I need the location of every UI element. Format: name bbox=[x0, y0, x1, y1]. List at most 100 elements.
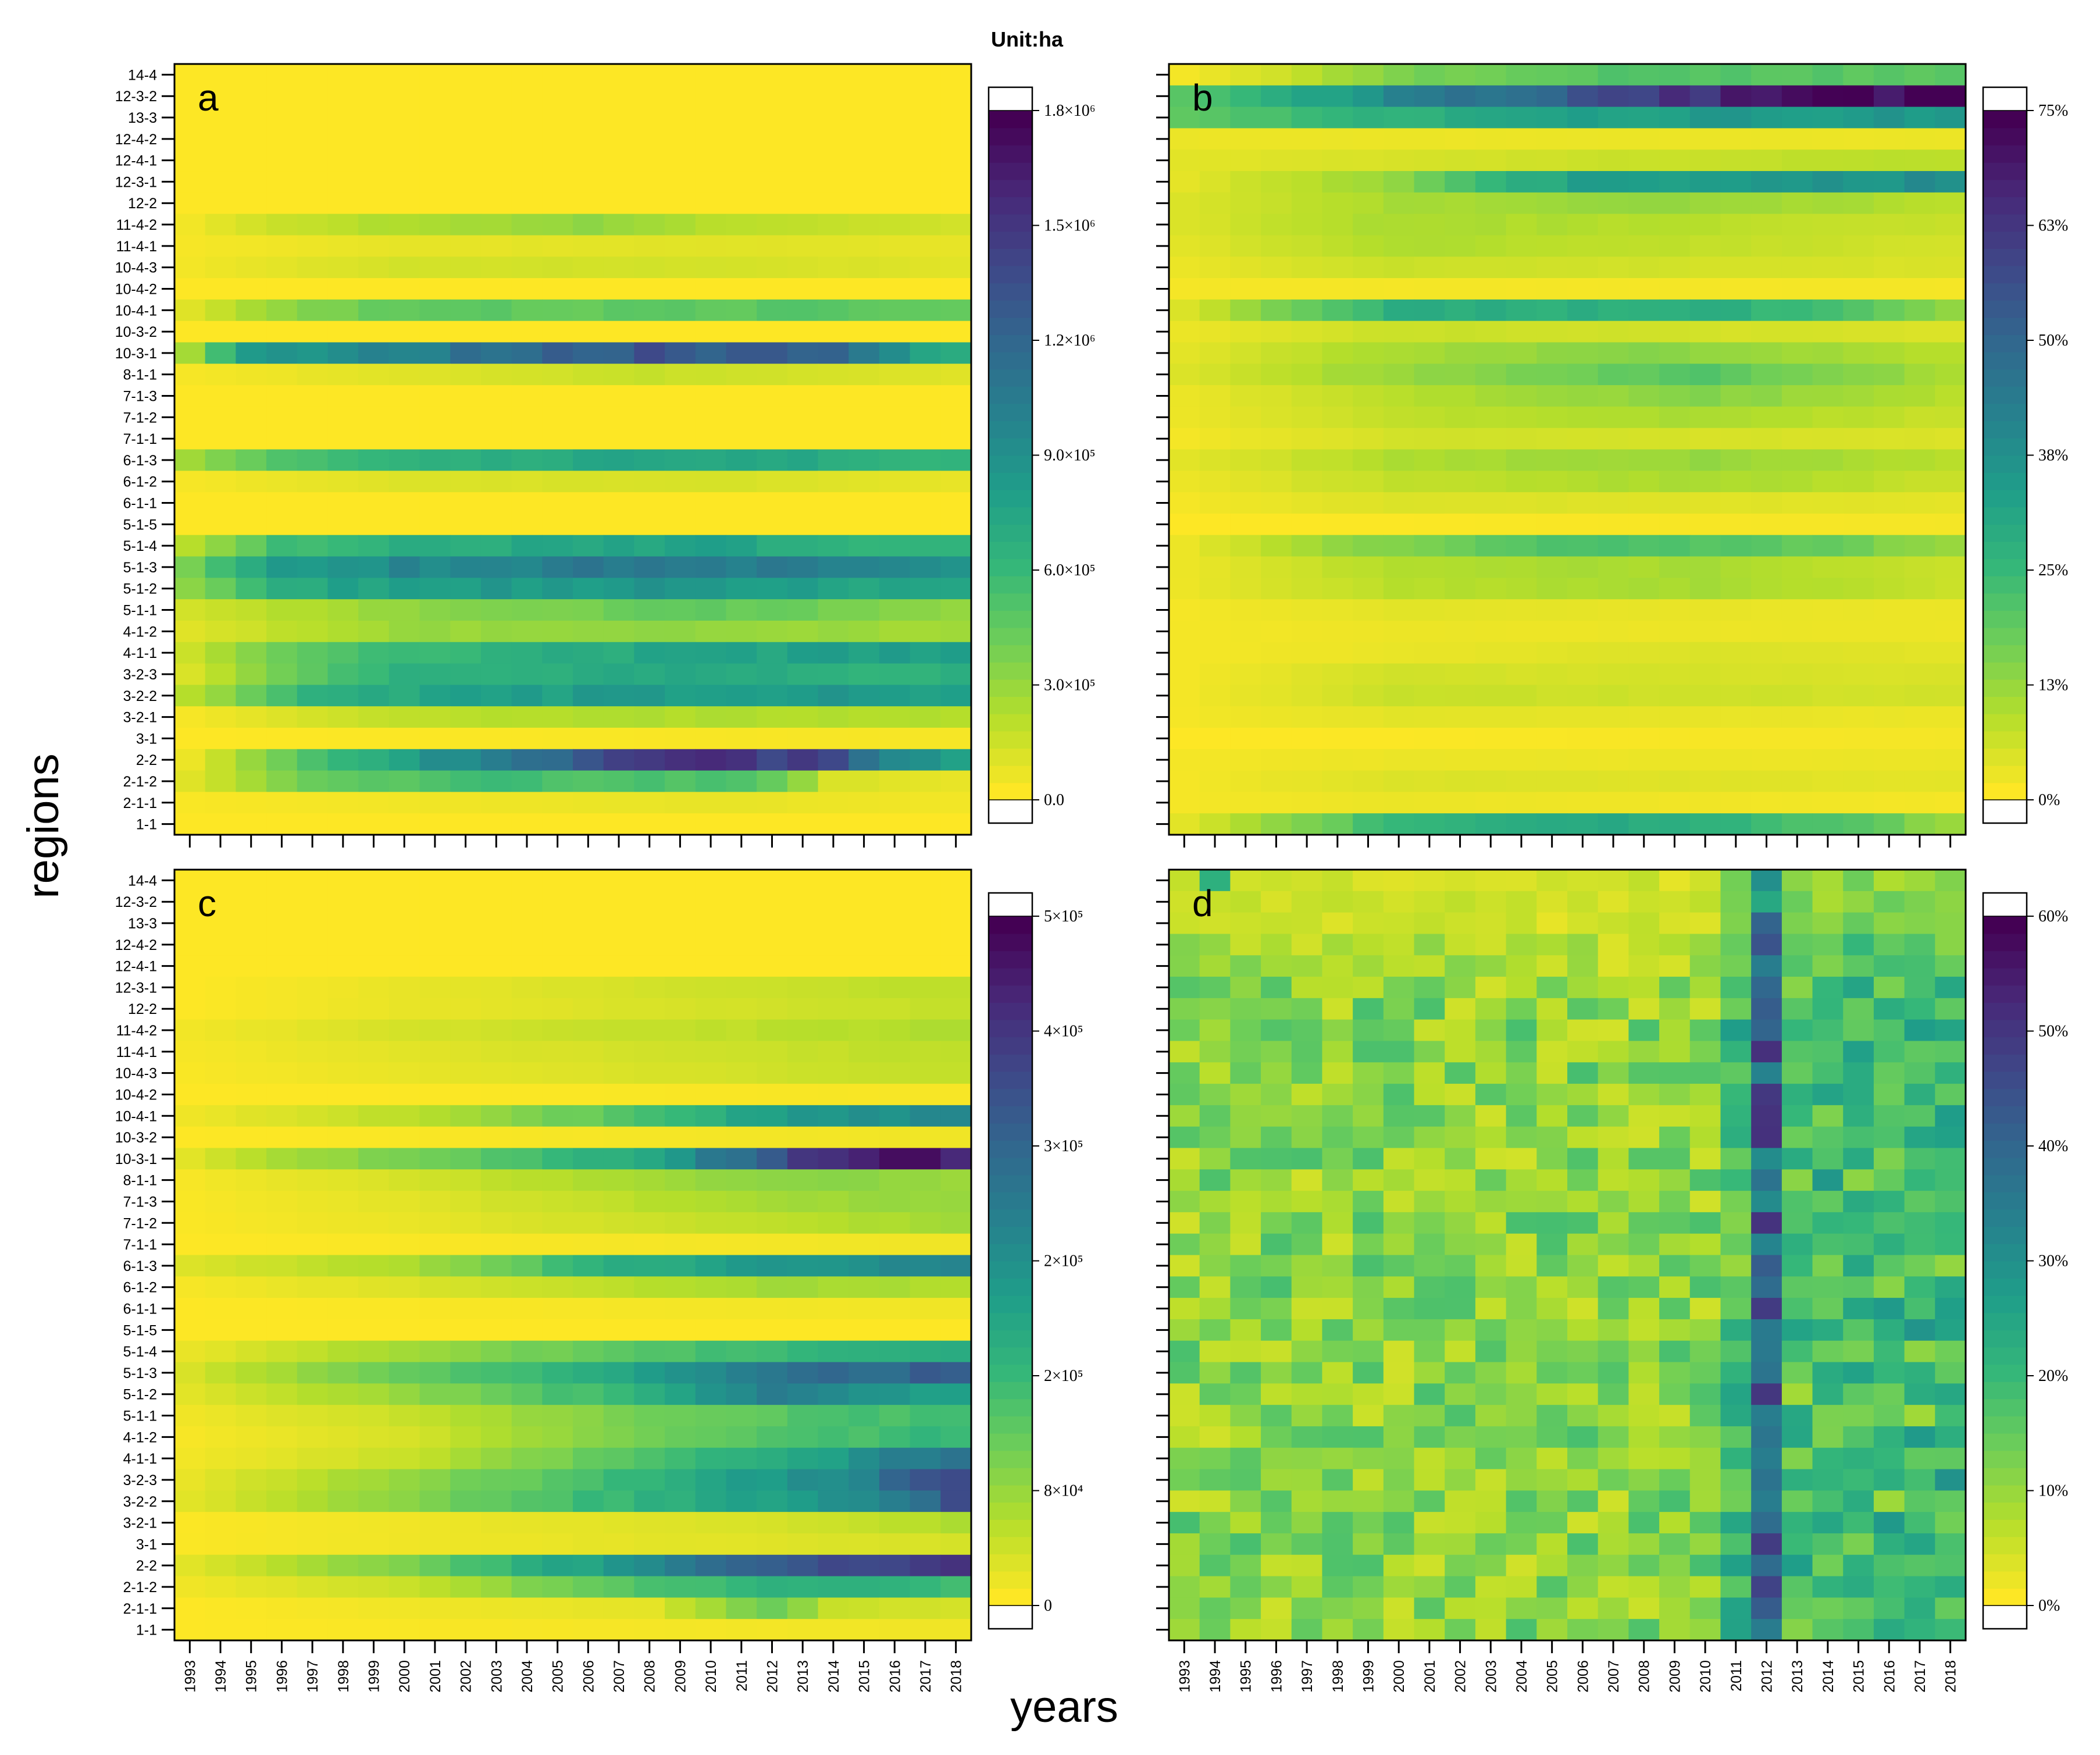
heatmap-cell bbox=[695, 235, 727, 257]
heatmap-cell bbox=[327, 1212, 359, 1234]
heatmap-cell bbox=[634, 1298, 665, 1320]
heatmap-cell bbox=[1781, 1512, 1813, 1534]
heatmap-cell bbox=[1199, 1512, 1231, 1534]
heatmap-cell bbox=[1689, 912, 1721, 935]
heatmap-cell bbox=[1873, 727, 1905, 750]
heatmap-cell bbox=[665, 792, 696, 814]
colorbar-swatch bbox=[989, 696, 1032, 714]
heatmap-cell bbox=[1291, 1597, 1323, 1619]
colorbar-swatch bbox=[1983, 1243, 2027, 1262]
heatmap-cell bbox=[910, 1319, 941, 1341]
heatmap-cell bbox=[542, 770, 573, 792]
plot-frame bbox=[173, 868, 972, 1642]
heatmap-cell bbox=[480, 663, 512, 685]
heatmap-cell bbox=[1169, 1405, 1200, 1427]
heatmap-cell bbox=[665, 342, 696, 364]
heatmap-cell bbox=[757, 192, 788, 215]
heatmap-cell bbox=[818, 934, 849, 956]
heatmap-cell bbox=[818, 663, 849, 685]
heatmap-cell bbox=[1506, 792, 1537, 814]
heatmap-cell bbox=[1843, 513, 1874, 536]
heatmap-cell bbox=[480, 64, 512, 86]
heatmap-cell bbox=[1628, 934, 1660, 956]
heatmap-cell bbox=[450, 406, 482, 429]
heatmap-cell bbox=[818, 1319, 849, 1341]
heatmap-cell bbox=[1689, 599, 1721, 621]
heatmap-cell bbox=[1935, 1298, 1966, 1320]
heatmap-cell bbox=[818, 513, 849, 536]
heatmap-cell bbox=[1475, 1233, 1507, 1256]
heatmap-cell bbox=[1353, 1426, 1384, 1448]
heatmap-cell bbox=[1383, 1148, 1415, 1170]
heatmap-cell bbox=[1904, 1212, 1935, 1234]
heatmap-cell bbox=[910, 406, 941, 429]
heatmap-cell bbox=[1414, 257, 1445, 279]
heatmap-cell bbox=[388, 513, 420, 536]
heatmap-cell bbox=[573, 1041, 604, 1063]
heatmap-cell bbox=[1873, 1533, 1905, 1555]
heatmap-cell bbox=[1598, 770, 1629, 792]
heatmap-cell bbox=[1322, 1319, 1353, 1341]
colorbar-swatch bbox=[1983, 351, 2027, 370]
heatmap-cell bbox=[1261, 1405, 1292, 1427]
heatmap-cell bbox=[1475, 513, 1507, 536]
heatmap-cell bbox=[1199, 535, 1231, 557]
heatmap-cell bbox=[573, 912, 604, 935]
heatmap-cell bbox=[297, 364, 329, 386]
colorbar-swatch bbox=[989, 1174, 1032, 1192]
heatmap-cell bbox=[1383, 727, 1415, 750]
colorbar-swatch bbox=[989, 558, 1032, 576]
heatmap-cell bbox=[695, 1426, 727, 1448]
heatmap-cell bbox=[1873, 620, 1905, 643]
heatmap-cell bbox=[848, 1169, 880, 1191]
heatmap-cell bbox=[1781, 428, 1813, 450]
heatmap-cell bbox=[787, 149, 819, 172]
heatmap-cell bbox=[910, 1233, 941, 1256]
heatmap-cell bbox=[848, 1105, 880, 1127]
y-tick-label: 2-2 bbox=[136, 1558, 157, 1574]
heatmap-cell bbox=[1536, 171, 1568, 193]
heatmap-cell bbox=[511, 235, 543, 257]
heatmap-cell bbox=[603, 1490, 634, 1512]
heatmap-cell bbox=[879, 1597, 911, 1619]
heatmap-cell bbox=[205, 1597, 236, 1619]
heatmap-cell bbox=[757, 1255, 788, 1277]
heatmap-cell bbox=[388, 1405, 420, 1427]
heatmap-cell bbox=[1812, 1426, 1844, 1448]
heatmap-cell bbox=[1230, 1148, 1261, 1170]
heatmap-cell bbox=[1199, 870, 1231, 892]
heatmap-cell bbox=[1261, 977, 1292, 999]
heatmap-cell bbox=[1720, 792, 1752, 814]
heatmap-cell bbox=[818, 792, 849, 814]
heatmap-cell bbox=[358, 1447, 390, 1470]
heatmap-cell bbox=[1628, 599, 1660, 621]
heatmap-cell bbox=[1873, 1212, 1905, 1234]
heatmap-cell bbox=[419, 449, 451, 471]
heatmap-cell bbox=[236, 1212, 267, 1234]
colorbar-swatch bbox=[1983, 1209, 2027, 1227]
heatmap-cell bbox=[1781, 171, 1813, 193]
heatmap-cell bbox=[1812, 578, 1844, 600]
heatmap-cell bbox=[1199, 770, 1231, 792]
heatmap-cell bbox=[1383, 299, 1415, 322]
heatmap-cell bbox=[419, 492, 451, 514]
heatmap-cell bbox=[634, 1426, 665, 1448]
heatmap-cell bbox=[205, 1212, 236, 1234]
heatmap-cell bbox=[205, 934, 236, 956]
heatmap-cell bbox=[1445, 578, 1476, 600]
heatmap-cell bbox=[757, 171, 788, 193]
heatmap-cell bbox=[1322, 1447, 1353, 1470]
heatmap-cell bbox=[848, 1576, 880, 1598]
heatmap-cell bbox=[1781, 1469, 1813, 1491]
heatmap-cell bbox=[1598, 1212, 1629, 1234]
heatmap-cell bbox=[848, 428, 880, 450]
heatmap-cell bbox=[1230, 749, 1261, 771]
heatmap-cell bbox=[388, 492, 420, 514]
heatmap-cell bbox=[1230, 535, 1261, 557]
heatmap-cell bbox=[1383, 1619, 1415, 1641]
heatmap-cell bbox=[1689, 364, 1721, 386]
heatmap-cell bbox=[1659, 213, 1691, 236]
heatmap-cell bbox=[695, 977, 727, 999]
heatmap-cell bbox=[1720, 1362, 1752, 1384]
colorbar-swatch bbox=[1983, 1554, 2027, 1572]
